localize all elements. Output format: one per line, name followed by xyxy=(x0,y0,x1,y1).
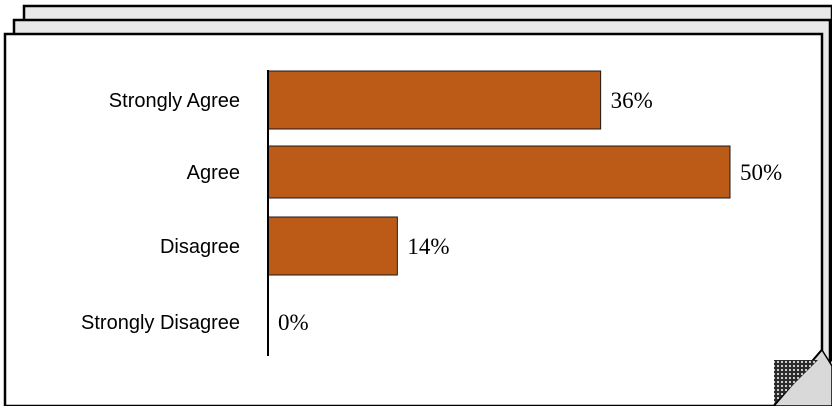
bar-strongly-agree xyxy=(267,70,602,130)
page-curl-dots xyxy=(774,360,818,404)
value-label: 36% xyxy=(611,88,653,113)
bar-disagree xyxy=(267,216,398,276)
value-label: 50% xyxy=(740,160,782,185)
category-label: Strongly Disagree xyxy=(81,312,240,334)
category-label: Agree xyxy=(187,162,240,184)
value-label: 14% xyxy=(407,234,449,259)
category-label: Disagree xyxy=(160,236,240,258)
bar-agree xyxy=(267,145,731,199)
value-label: 0% xyxy=(278,310,309,335)
category-label: Strongly Agree xyxy=(109,90,240,112)
